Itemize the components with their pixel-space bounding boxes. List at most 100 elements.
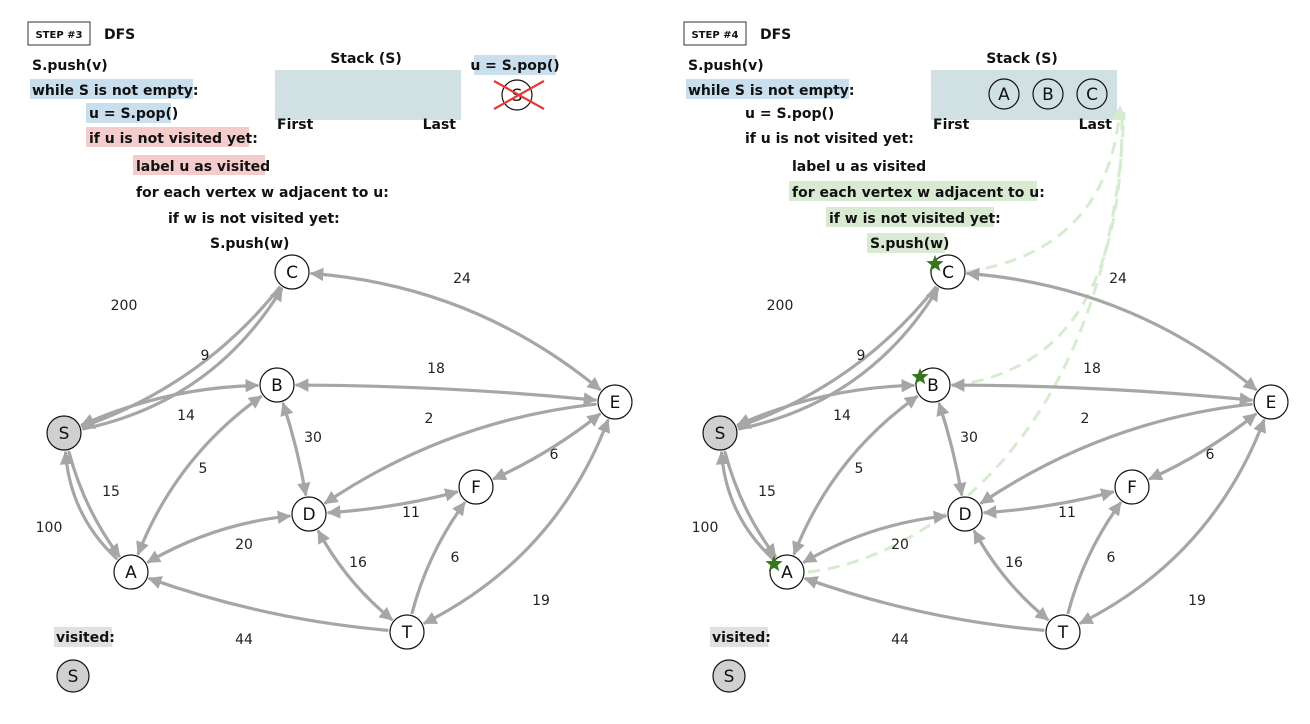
step-box — [683, 21, 747, 46]
code-line-7: if w is not visited yet: — [168, 211, 340, 227]
node-b — [259, 367, 295, 403]
edge-weight-e-t: 19 — [532, 593, 550, 609]
node-label-b: B — [271, 376, 283, 396]
stack-item-b-label: B — [1042, 85, 1054, 105]
push-arrow-c — [965, 105, 1127, 274]
node-c — [274, 254, 310, 290]
edge-weight-a-d: 20 — [891, 537, 909, 553]
node-label-b: B — [927, 376, 939, 396]
highlight-if-visited — [86, 127, 249, 147]
edge-weight-s-a: 100 — [36, 520, 63, 536]
pop-label: u = S.pop() — [470, 58, 559, 74]
node-a — [113, 554, 149, 590]
edge-weight-b-d: 30 — [960, 430, 978, 446]
edge-f-d — [326, 488, 459, 519]
node-label-a: A — [125, 563, 137, 583]
pop-highlight — [474, 55, 556, 75]
edge-weight-b-e: 18 — [427, 361, 445, 377]
cross-line-2 — [493, 80, 545, 110]
edge-weight-s-a: 100 — [692, 520, 719, 536]
edge-weight-t-a: 44 — [891, 632, 909, 648]
node-label-e: E — [1266, 393, 1277, 413]
highlight-push-w — [867, 233, 945, 253]
code-line-1: S.push(v) — [32, 58, 108, 74]
code-line-3: u = S.pop() — [89, 106, 178, 122]
code-line-4: if u is not visited yet: — [745, 131, 914, 147]
code-line-5: label u as visited — [136, 159, 270, 175]
node-d — [291, 496, 327, 532]
edge-b-d — [280, 402, 311, 497]
stack-last: Last — [1079, 117, 1113, 133]
visited-node-label: S — [724, 667, 735, 687]
code-line-2: while S is not empty: — [688, 83, 855, 99]
node-label-d: D — [958, 505, 971, 525]
edge-weight-c-s: 9 — [857, 348, 866, 364]
edge-weight-d-t: 16 — [349, 555, 367, 571]
code-line-2: while S is not empty: — [32, 83, 199, 99]
edge-s-a — [67, 450, 121, 558]
edge-t-a — [803, 576, 1045, 632]
visited-highlight — [54, 627, 112, 647]
edge-weight-c-s: 9 — [201, 348, 210, 364]
node-label-c: C — [286, 263, 298, 283]
star-icon — [911, 368, 929, 385]
edge-weight-b-d: 30 — [304, 430, 322, 446]
edge-b-d — [936, 402, 967, 497]
push-arrow-a — [807, 111, 1126, 574]
edge-weight-f-e: 6 — [1206, 447, 1215, 463]
node-label-t: T — [401, 623, 413, 643]
node-label-d: D — [302, 505, 315, 525]
edge-b-e — [950, 378, 1254, 406]
step-label: STEP #3 — [35, 30, 82, 41]
code-line-3: u = S.pop() — [745, 106, 834, 122]
edge-weight-a-s: 15 — [102, 484, 120, 500]
edge-weight-s-b: 14 — [177, 408, 195, 424]
edge-e-t — [1079, 418, 1267, 625]
visited-stars — [765, 255, 944, 572]
star-icon — [765, 555, 783, 572]
edge-f-d — [982, 488, 1115, 519]
edge-a-d — [802, 510, 948, 564]
node-e — [1253, 384, 1289, 420]
node-label-t: T — [1057, 623, 1069, 643]
node-s — [46, 415, 82, 451]
highlight-while — [686, 79, 849, 99]
panel-step-4: STEP #4 DFS S.push(v) while S is not emp… — [683, 21, 1289, 693]
code-line-4: if u is not visited yet: — [89, 131, 258, 147]
panel-step-3: STEP #3 DFS S.push(v) while S is not emp… — [27, 21, 633, 693]
code-line-8: S.push(w) — [210, 236, 289, 252]
edge-weight-a-s: 15 — [758, 484, 776, 500]
edge-weight-s-c: 200 — [767, 298, 794, 314]
edge-weight-t-f: 6 — [1107, 550, 1116, 566]
edge-weight-d-t: 16 — [1005, 555, 1023, 571]
star-icon — [926, 255, 944, 272]
node-label-f: F — [1127, 478, 1137, 498]
push-arrow-b — [951, 109, 1124, 388]
stack-item-b — [1032, 78, 1064, 110]
node-label-s: S — [59, 424, 70, 444]
edge-c-e — [965, 267, 1258, 391]
edge-d-t — [316, 529, 394, 621]
visited-node-label: S — [68, 667, 79, 687]
node-e — [597, 384, 633, 420]
edge-weight-a-b: 5 — [199, 461, 208, 477]
edge-weight-a-d: 20 — [235, 537, 253, 553]
stack-item-a — [988, 78, 1020, 110]
stack-box — [931, 70, 1117, 120]
edge-d-t — [972, 529, 1050, 621]
edge-f-e — [1148, 412, 1257, 481]
visited-label: visited: — [56, 630, 115, 646]
edge-weight-e-t: 19 — [1188, 593, 1206, 609]
visited-label: visited: — [712, 630, 771, 646]
graph-step-3: 200 9 24 18 14 2 30 15 5 6 100 11 20 16 6 19 44 S A B C D E F T — [36, 254, 633, 650]
node-t — [1045, 614, 1081, 650]
edge-weight-c-e: 24 — [453, 271, 471, 287]
stack-item-c — [1076, 78, 1108, 110]
algo-title: DFS — [104, 27, 135, 43]
edge-weight-f-d: 11 — [1058, 505, 1076, 521]
edge-a-d — [146, 510, 292, 564]
edge-e-t — [423, 418, 611, 625]
edge-a-s — [715, 450, 774, 560]
node-f — [458, 469, 494, 505]
node-s — [702, 415, 738, 451]
